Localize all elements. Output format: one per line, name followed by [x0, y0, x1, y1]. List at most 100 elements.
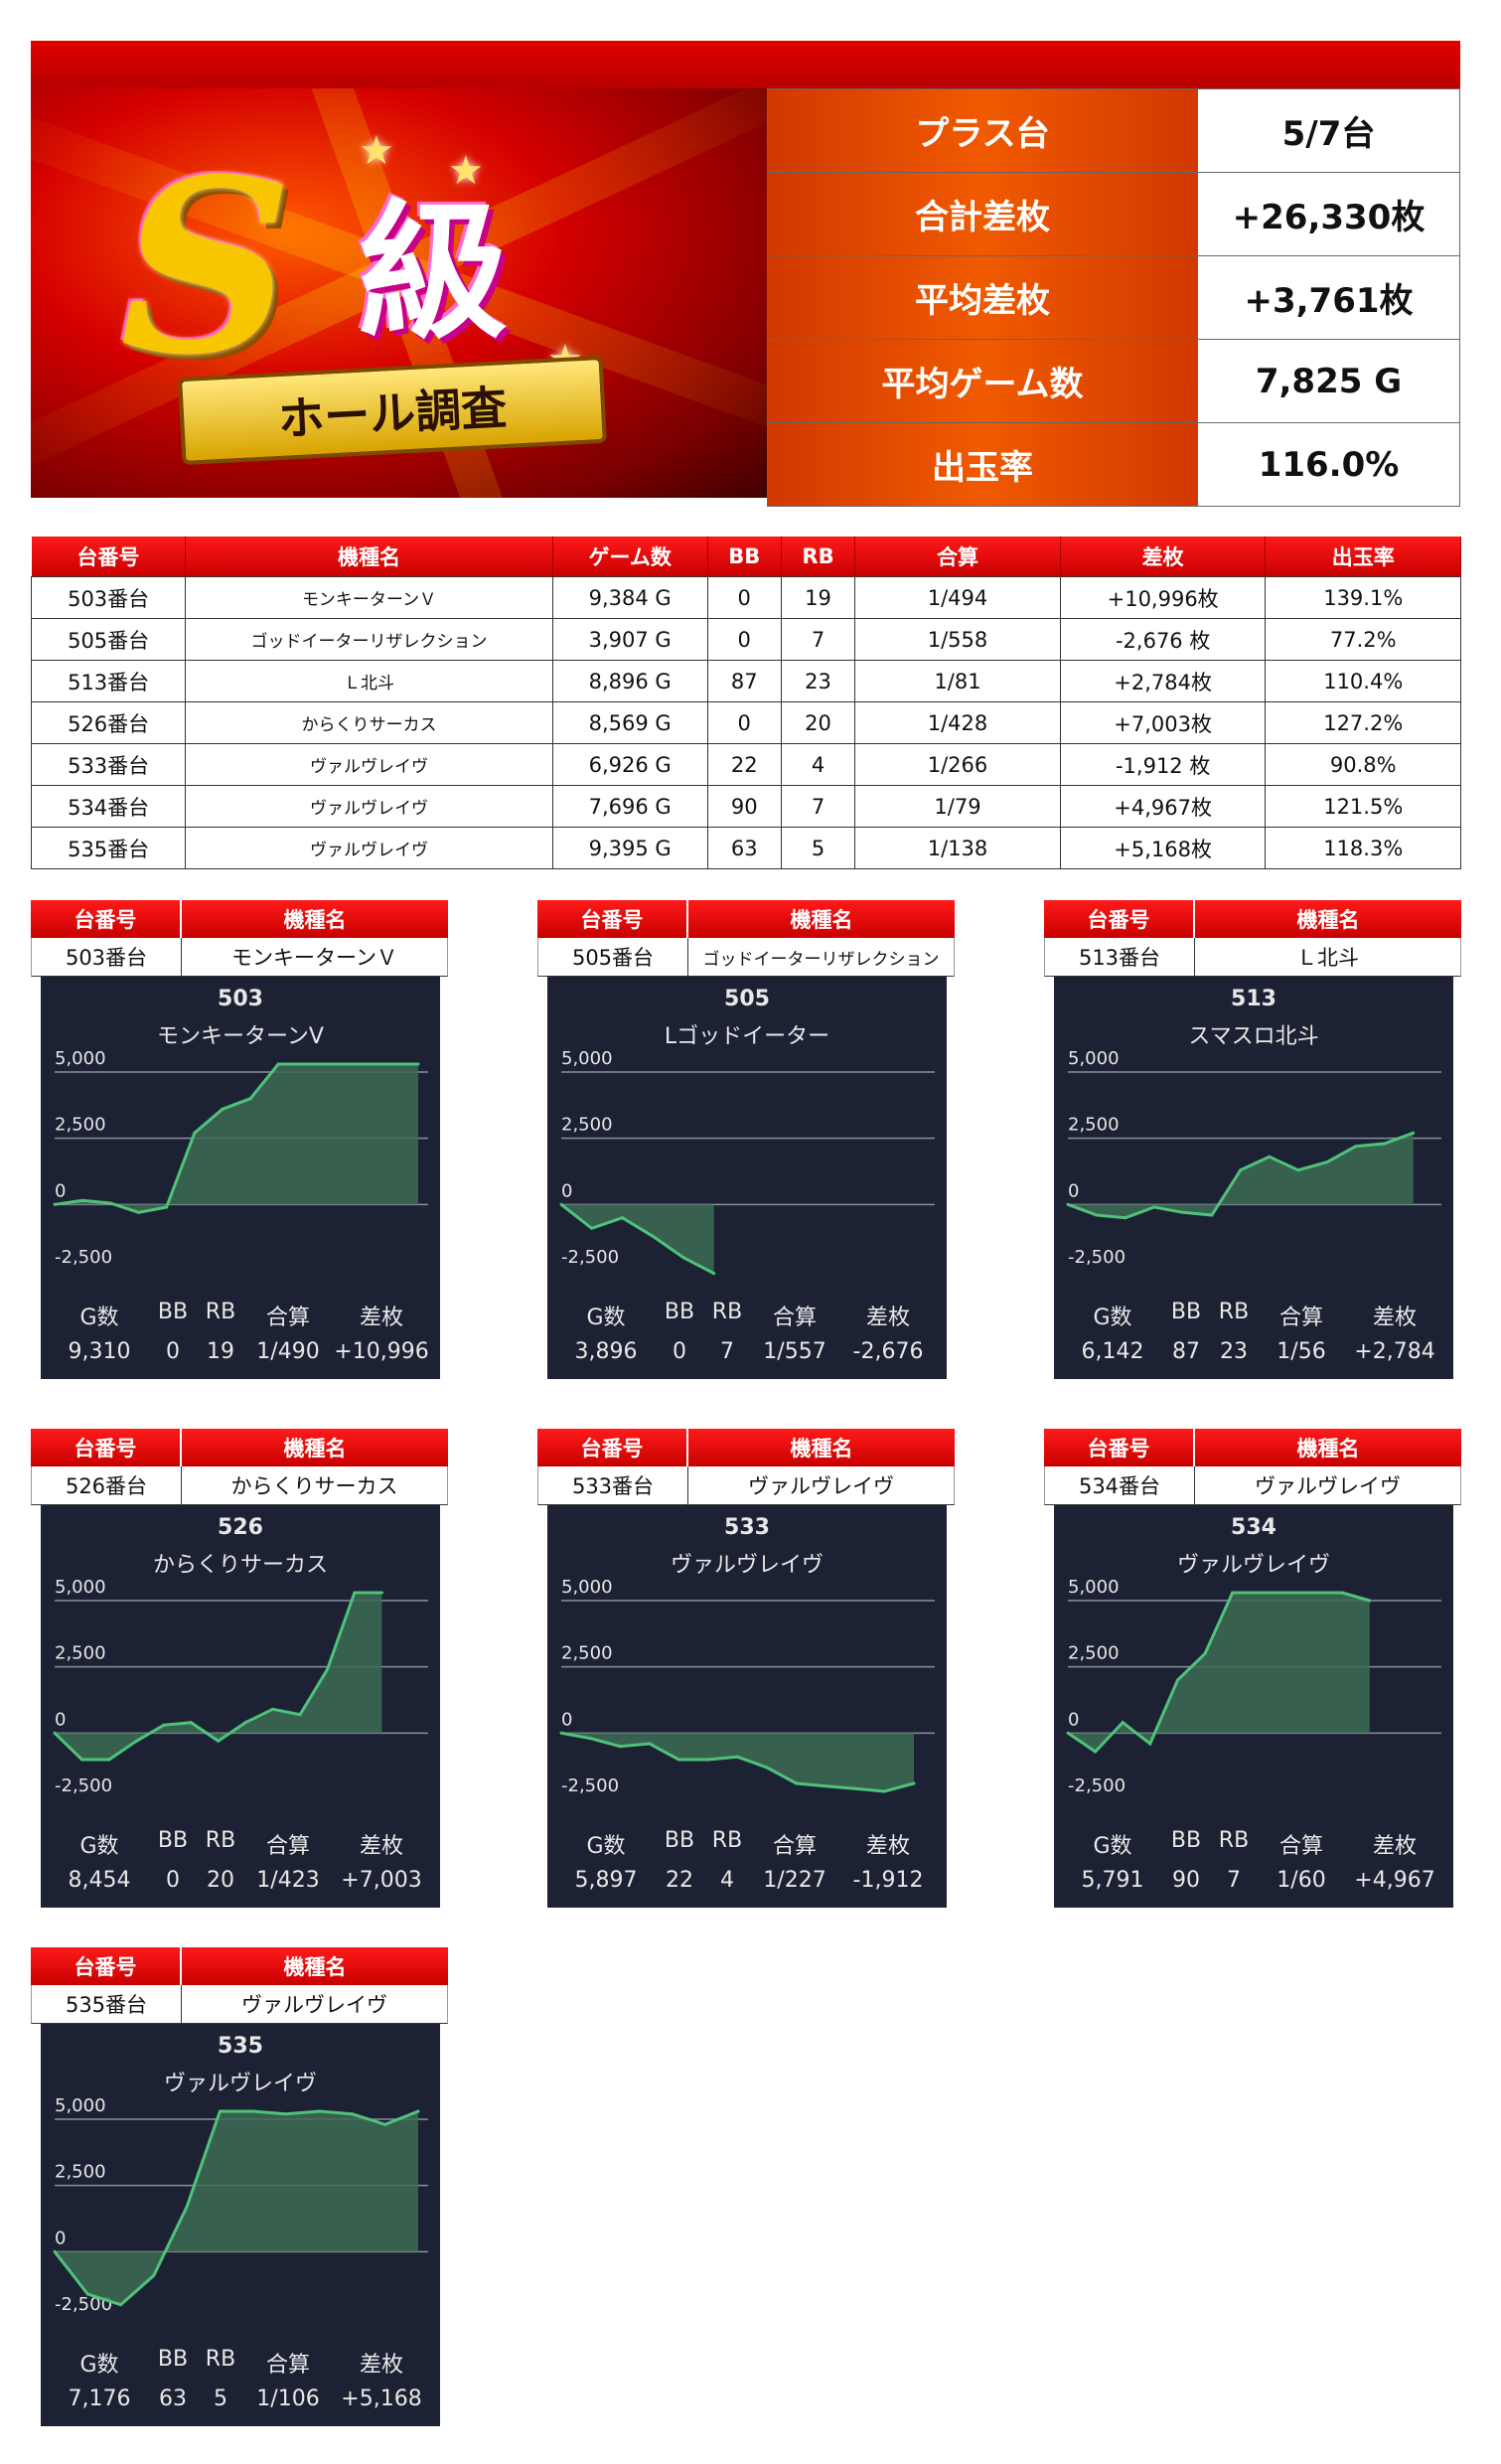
graph-point: [1313, 1591, 1316, 1595]
s-class-hall-survey-banner: ★ ★ ★ ★ S 級 ホール調査: [31, 88, 767, 498]
stat-label: 合算: [265, 1306, 310, 1330]
graph-line: [53, 2109, 419, 2307]
graph-point: [681, 1256, 685, 1260]
stat-value: 7: [1227, 1868, 1241, 1893]
summary-label: 合計差枚: [767, 172, 1198, 256]
stat-label: 合算: [772, 1306, 817, 1330]
summary-label: 出玉率: [767, 422, 1198, 507]
summary-value: 7,825 G: [1197, 339, 1460, 423]
graph-point: [559, 1731, 563, 1735]
machine-card: 台番号 機種名 535番台 ヴァルヴレイヴ 5,000 2,500 0 -2,500 535 ヴァ…: [31, 1947, 448, 2426]
graph-point: [317, 2109, 321, 2113]
stat-value: 1/106: [256, 2387, 320, 2411]
stat-value: +4,967: [1354, 1868, 1435, 1893]
cell-bb: 0: [706, 618, 782, 661]
stats-values: 6,142 87 23 1/56 +2,784: [1054, 1339, 1453, 1364]
machine-card: 台番号 機種名 534番台 ヴァルヴレイヴ 5,000 2,500 0 -2,500 534 ヴァ…: [1044, 1429, 1461, 1908]
graph-line: [54, 1062, 418, 1214]
column-header: BB: [707, 537, 782, 577]
graph-panel: 5,000 2,500 0 -2,500 503 モンキーターンV G数 BB RB 合算 差枚 9,…: [41, 977, 440, 1379]
stats-labels: G数 BB RB 合算 差枚: [1054, 1828, 1453, 1860]
stat-value: 6,142: [1081, 1339, 1144, 1364]
stat-label: 差枚: [865, 1306, 910, 1330]
cell-games: 8,896 G: [551, 660, 708, 702]
card-header-no: 台番号: [1044, 1429, 1195, 1466]
summary-row: 出玉率 116.0%: [767, 422, 1460, 507]
graph-area: [1068, 1133, 1414, 1218]
stat-label: RB: [205, 2347, 236, 2372]
graph-point: [243, 1721, 247, 1725]
graph-point: [795, 1781, 799, 1785]
y-tick-label: 2,500: [561, 1643, 613, 1664]
column-header: RB: [781, 537, 856, 577]
graph-point: [218, 2109, 222, 2113]
top-red-bar: [31, 41, 1460, 88]
y-tick-label: 2,500: [561, 1115, 613, 1136]
y-tick-label: -2,500: [561, 1247, 619, 1268]
graph-stats: G数 BB RB 合算 差枚 3,896 0 7 1/557 -2,676: [547, 1300, 947, 1364]
cell-diff: +4,967枚: [1059, 785, 1267, 828]
y-tick-label: -2,500: [55, 2294, 112, 2315]
graph-machine-name: ヴァルヴレイヴ: [670, 1553, 824, 1578]
card-header: 台番号 機種名: [537, 1429, 955, 1466]
cell-name: からくりサーカス: [185, 701, 553, 744]
graph-point: [1239, 1168, 1243, 1172]
graph-point: [559, 1202, 563, 1206]
stat-value: +5,168: [341, 2387, 422, 2411]
graph-point: [1368, 1599, 1372, 1603]
cell-gassan: 1/428: [854, 701, 1061, 744]
stat-value: 20: [207, 1868, 234, 1893]
y-tick-label: 0: [1068, 1180, 1079, 1201]
stats-labels: G数 BB RB 合算 差枚: [41, 1300, 440, 1331]
card-machine-name: ヴァルヴレイヴ: [241, 1993, 387, 2017]
y-tick-label: 5,000: [561, 1048, 613, 1069]
cell-rb: 5: [780, 827, 856, 869]
graph-point: [80, 1758, 83, 1762]
card-machine-name: ゴッドイーターリザレクション: [702, 949, 940, 970]
card-machine-no: 533番台: [538, 1466, 688, 1504]
stat-value: 0: [166, 1339, 180, 1364]
stat-label: RB: [205, 1300, 236, 1324]
y-tick-label: 2,500: [55, 1115, 106, 1136]
graph-point: [1066, 1202, 1070, 1206]
machine-card: 台番号 機種名 505番台 ゴッドイーターリザレクション 5,000 2,500 0 -2,5…: [537, 900, 955, 1379]
graph-point: [388, 1062, 392, 1066]
graph-point: [416, 1062, 420, 1066]
stat-label: 差枚: [359, 2353, 403, 2378]
stat-label: G数: [586, 1834, 626, 1859]
cell-rate: 139.1%: [1265, 576, 1461, 619]
cell-diff: +10,996枚: [1059, 576, 1267, 619]
stats-values: 8,454 0 20 1/423 +7,003: [41, 1868, 440, 1893]
stat-label: BB: [664, 1828, 695, 1853]
card-header-name: 機種名: [283, 908, 347, 932]
y-tick-label: 2,500: [1068, 1115, 1120, 1136]
graph-point: [53, 2249, 57, 2253]
graph-panel: 5,000 2,500 0 -2,500 513 スマスロ北斗 G数 BB RB 合算 差枚 6,14…: [1054, 977, 1453, 1379]
summary-label: 平均ゲーム数: [767, 339, 1198, 423]
stats-labels: G数 BB RB 合算 差枚: [547, 1828, 947, 1860]
y-tick-label: 0: [55, 2228, 66, 2248]
card-machine-no: 535番台: [32, 1985, 182, 2023]
y-tick-label: 2,500: [1068, 1643, 1120, 1664]
stats-labels: G数 BB RB 合算 差枚: [547, 1300, 947, 1331]
stat-value: 0: [166, 1868, 180, 1893]
summary-table: プラス台 5/7台 合計差枚 +26,330枚 平均差枚 +3,761枚 平均ゲーム数 7,8…: [767, 88, 1460, 507]
y-tick-label: 5,000: [55, 2095, 106, 2116]
graph-point: [882, 1789, 886, 1793]
graph-machine-name: スマスロ北斗: [1188, 1024, 1319, 1049]
cell-no: 505番台: [30, 618, 187, 661]
summary-row: 平均ゲーム数 7,825 G: [767, 339, 1460, 423]
graph-point: [589, 1737, 593, 1741]
card-info-row: 534番台 ヴァルヴレイヴ: [1044, 1466, 1461, 1505]
table-row: 513番台 Ｌ北斗 8,896 G 87 23 1/81 +2,784枚 110.4%: [30, 660, 1461, 702]
stat-label: G数: [1093, 1306, 1132, 1330]
graph-point: [248, 1097, 252, 1101]
stat-label: 合算: [1278, 1306, 1323, 1330]
y-tick-label: 0: [561, 1180, 572, 1201]
graph-point: [1325, 1160, 1329, 1164]
stat-value: +2,784: [1354, 1339, 1435, 1364]
graph-point: [1152, 1205, 1156, 1209]
cell-rb: 4: [780, 743, 856, 786]
card-machine-name: モンキーターンＶ: [231, 946, 397, 970]
graph-point: [284, 2112, 288, 2116]
